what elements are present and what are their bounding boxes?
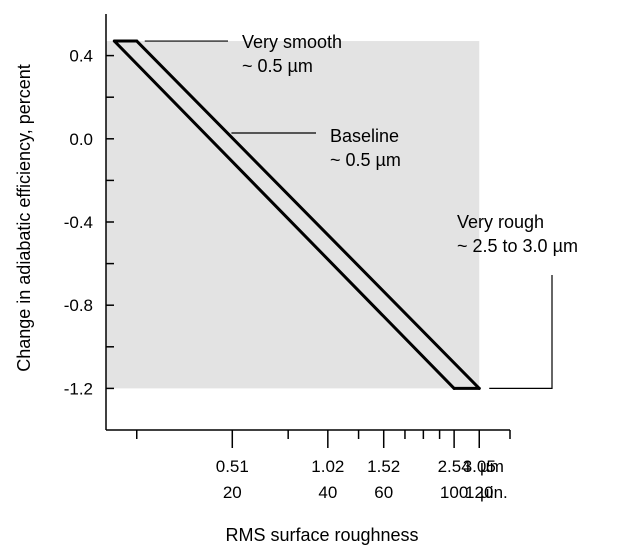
x-tick-label-um: 0.51: [216, 457, 249, 476]
x-tick-label-um: 2.54: [438, 457, 471, 476]
annotation: Baseline ~ 0.5 µm: [330, 126, 401, 170]
y-tick-label: -1.2: [64, 379, 93, 398]
shaded-region: [106, 41, 480, 389]
y-tick-label: 0.4: [69, 47, 93, 66]
x-tick-layer: 0.51 20 1.02 40 1.52 60 2.54 100 3.05 120: [136, 430, 511, 502]
annotation: Very rough ~ 2.5 to 3.0 µm: [457, 212, 578, 256]
x-tick-label-uin: 100: [440, 483, 468, 502]
x-tick-label-uin: 20: [223, 483, 242, 502]
y-tick-label: 0.0: [69, 130, 93, 149]
x-tick-label-uin: 40: [318, 483, 337, 502]
x-unit-um-label: µm: [480, 457, 504, 476]
annotation-line: ~ 0.5 µm: [330, 150, 401, 170]
y-tick-layer: 0.4 0.0 -0.4 -0.8 -1.2: [64, 47, 114, 398]
series-line: [112, 39, 456, 390]
x-tick-label-uin: 120: [465, 483, 493, 502]
annotation-line: ~ 2.5 to 3.0 µm: [457, 236, 578, 256]
y-tick-label: -0.8: [64, 296, 93, 315]
x-tick-label-um: 1.02: [311, 457, 344, 476]
annotation: Very smooth ~ 0.5 µm: [242, 32, 342, 76]
series-layer: [112, 39, 481, 390]
x-tick-label-um: 3.05: [463, 457, 496, 476]
annotation-line: Baseline: [330, 126, 399, 146]
x-tick-label-um: 1.52: [367, 457, 400, 476]
x-axis-title: RMS surface roughness: [225, 525, 418, 545]
annotation-line: Very rough: [457, 212, 544, 232]
x-unit-uin-label: µin.: [480, 483, 508, 502]
annotation-line: ~ 0.5 µm: [242, 56, 313, 76]
x-tick-label-uin: 60: [374, 483, 393, 502]
annotation-line: Very smooth: [242, 32, 342, 52]
leader-very-rough: [489, 275, 553, 389]
series-line: [135, 39, 481, 390]
y-axis-title: Change in adiabatic efficiency, percent: [14, 64, 34, 372]
y-tick-label: -0.4: [64, 213, 93, 232]
leader-layer: [144, 40, 553, 389]
